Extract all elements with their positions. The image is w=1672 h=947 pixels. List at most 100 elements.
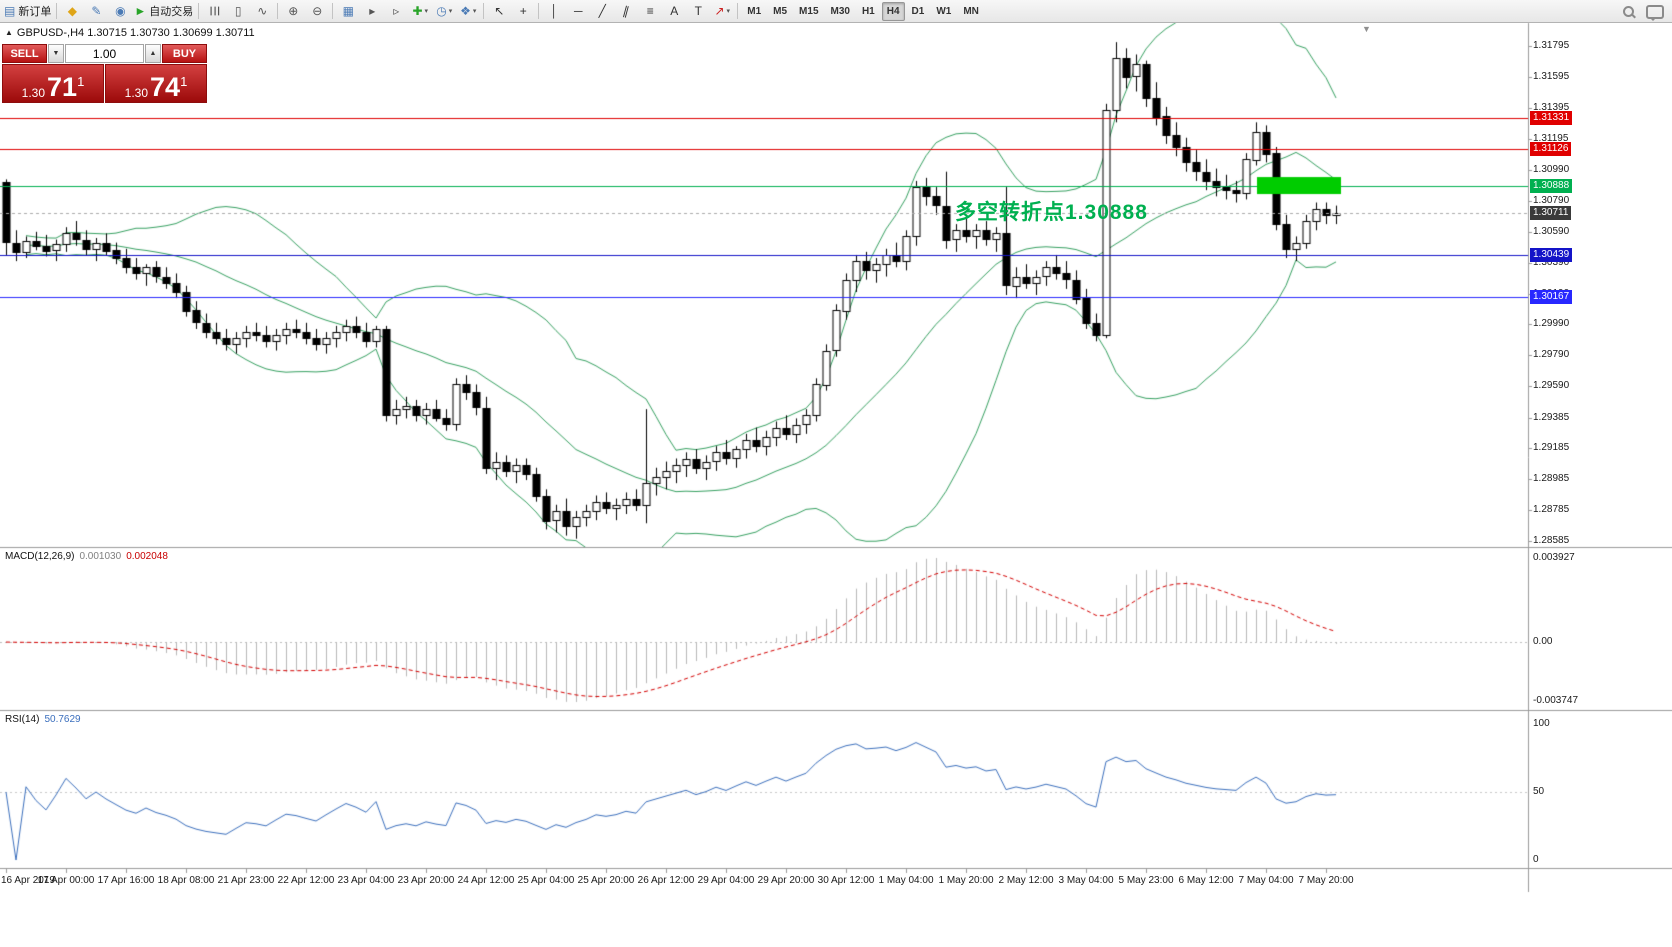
tf-m15[interactable]: M15	[799, 5, 819, 17]
macd-signal-value: 0.002048	[126, 551, 168, 562]
toolbar-separator	[737, 3, 739, 19]
chat-icon[interactable]	[1646, 5, 1664, 21]
dropdown-arrow-icon: ▾	[472, 8, 477, 15]
diamond-icon[interactable]: ◆	[61, 1, 83, 22]
tf-w1[interactable]: W1	[936, 5, 952, 17]
tile-windows-icon[interactable]: ▦	[337, 1, 359, 22]
chart-shift-icon[interactable]: ▹	[385, 1, 407, 22]
zoom-out-icon[interactable]: ⊖	[306, 1, 328, 22]
tf-h1[interactable]: H1	[861, 5, 875, 17]
metaeditor-icon: ✎	[91, 4, 102, 18]
auto-scroll-icon[interactable]: ▸	[361, 1, 383, 22]
metaeditor-icon[interactable]: ✎	[85, 1, 107, 22]
candlestick-chart-icon: ▯	[234, 4, 242, 18]
fibonacci-icon: ≡	[646, 4, 654, 18]
toolbar-items: ▤ 新订单 ◆ ✎ ◉ ► 自动交易 ☰ ▯ ∿ ⊕ ⊖ ▦ ▸ ▹ ✚ ▾ ◷ ▾ ❖ ▾ ↖ + │ ─ ╱ ∥ ≡ A T ↗ ▾ M1 M…	[2, 0, 985, 23]
search-icon[interactable]	[1622, 5, 1636, 19]
line-chart-icon: ∿	[257, 4, 268, 18]
rsi-value: 50.7629	[44, 714, 81, 725]
tf-h4[interactable]: H4	[881, 1, 905, 21]
periods-button: ◷	[436, 4, 447, 18]
bar-chart-icon: ☰	[207, 5, 222, 17]
zoom-out-icon: ⊖	[312, 4, 323, 18]
crosshair-icon[interactable]: +	[512, 1, 534, 22]
autotrading-button-label: 自动交易	[149, 6, 194, 18]
chart-annotation-text[interactable]: 多空转折点1.30888	[955, 201, 1148, 224]
volume-down-button[interactable]: ▼	[48, 44, 64, 63]
rsi-indicator-title: RSI(14) 50.7629	[5, 714, 81, 725]
templates-button[interactable]: ❖ ▾	[457, 1, 479, 22]
one-click-trading-panel: SELL ▼ ▲ BUY 1.30 71 1 1.30 74 1	[2, 44, 207, 103]
channel-icon[interactable]: ∥	[615, 1, 637, 22]
candlestick-chart-icon[interactable]: ▯	[227, 1, 249, 22]
trendline-icon[interactable]: ╱	[591, 1, 613, 22]
tf-m5[interactable]: M5	[773, 5, 788, 17]
toolbar-separator	[56, 3, 58, 19]
templates-button: ❖	[460, 4, 471, 18]
label-icon[interactable]: T	[687, 1, 709, 22]
new-order-button[interactable]: ▤ 新订单	[3, 1, 52, 22]
sell-price-panel[interactable]: 1.30 71 1	[2, 64, 104, 103]
crosshair-icon: +	[519, 4, 527, 18]
toolbar-separator	[277, 3, 279, 19]
bar-chart-icon[interactable]: ☰	[203, 1, 225, 22]
volume-up-button[interactable]: ▲	[145, 44, 161, 63]
tf-mn[interactable]: MN	[963, 5, 979, 17]
vertical-line-icon[interactable]: │	[543, 1, 565, 22]
buy-button[interactable]: BUY	[162, 44, 207, 63]
new-order-button-label: 新订单	[18, 6, 52, 18]
trade-panel-prices: 1.30 71 1 1.30 74 1	[2, 64, 207, 103]
zoom-in-icon: ⊕	[288, 4, 299, 18]
tf-d1[interactable]: D1	[911, 5, 925, 17]
toolbar-separator	[538, 3, 540, 19]
label-icon: T	[694, 4, 702, 18]
channel-icon: ∥	[621, 3, 631, 19]
horizontal-line-icon[interactable]: ─	[567, 1, 589, 22]
chart-title: ▲ GBPUSD-,H4 1.30715 1.30730 1.30699 1.30…	[5, 27, 255, 39]
buy-price-panel[interactable]: 1.30 74 1	[105, 64, 207, 103]
toolbar: ▤ 新订单 ◆ ✎ ◉ ► 自动交易 ☰ ▯ ∿ ⊕ ⊖ ▦ ▸ ▹ ✚ ▾ ◷ ▾ ❖ ▾ ↖ + │ ─ ╱ ∥ ≡ A T ↗ ▾ M1 M…	[0, 0, 1672, 23]
text-icon[interactable]: A	[663, 1, 685, 22]
autotrading-icon: ►	[134, 4, 147, 18]
tf-m1[interactable]: M1	[747, 5, 762, 17]
toolbar-right-group	[1622, 4, 1664, 21]
indicators-button: ✚	[412, 4, 423, 18]
sell-price-big: 71	[47, 72, 78, 103]
dropdown-arrow-icon: ▾	[424, 8, 429, 15]
arrows-button[interactable]: ↗ ▾	[711, 1, 733, 22]
indicators-button[interactable]: ✚ ▾	[409, 1, 431, 22]
community-icon[interactable]: ◉	[109, 1, 131, 22]
macd-indicator-title: MACD(12,26,9) 0.001030 0.002048	[5, 551, 168, 562]
tf-m30[interactable]: M30	[830, 5, 850, 17]
horizontal-line-icon: ─	[573, 4, 583, 18]
toolbar-separator	[483, 3, 485, 19]
oneclick-collapse-icon[interactable]: ▲	[5, 28, 13, 37]
trade-panel-controls: SELL ▼ ▲ BUY	[2, 44, 207, 63]
auto-scroll-icon: ▸	[369, 4, 376, 18]
tile-windows-icon: ▦	[342, 4, 354, 18]
chart-shift-marker-icon[interactable]: ▼	[1362, 24, 1371, 34]
vertical-line-icon: │	[550, 4, 558, 18]
text-icon: A	[670, 4, 679, 18]
dropdown-arrow-icon: ▾	[726, 8, 731, 15]
zoom-in-icon[interactable]: ⊕	[282, 1, 304, 22]
diamond-icon: ◆	[67, 4, 77, 18]
buy-price-big: 74	[150, 72, 181, 103]
sell-button[interactable]: SELL	[2, 44, 47, 63]
periods-button[interactable]: ◷ ▾	[433, 1, 455, 22]
chart-title-text: GBPUSD-,H4 1.30715 1.30730 1.30699 1.307…	[16, 27, 255, 39]
community-icon: ◉	[115, 4, 126, 18]
sell-price-sup: 1	[77, 74, 85, 89]
line-chart-icon[interactable]: ∿	[251, 1, 273, 22]
chart-shift-icon: ▹	[393, 4, 400, 18]
cursor-icon: ↖	[494, 4, 505, 18]
volume-input[interactable]	[65, 44, 144, 63]
toolbar-separator	[332, 3, 334, 19]
cursor-icon[interactable]: ↖	[488, 1, 510, 22]
sell-price-prefix: 1.30	[21, 86, 46, 100]
rsi-name: RSI(14)	[5, 714, 40, 725]
fibonacci-icon[interactable]: ≡	[639, 1, 661, 22]
autotrading-button[interactable]: ► 自动交易	[133, 1, 194, 22]
